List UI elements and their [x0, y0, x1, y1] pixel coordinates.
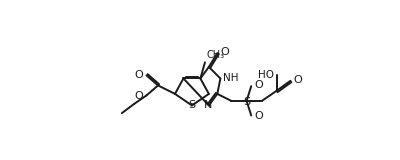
Text: O: O: [135, 70, 144, 80]
Text: O: O: [254, 111, 263, 121]
Text: O: O: [254, 80, 263, 90]
Text: NH: NH: [223, 73, 238, 84]
Text: S: S: [243, 97, 250, 107]
Text: O: O: [135, 91, 144, 101]
Text: S: S: [188, 100, 196, 110]
Text: CH₃: CH₃: [206, 50, 225, 60]
Text: HO: HO: [258, 70, 274, 80]
Text: O: O: [294, 75, 302, 85]
Text: O: O: [220, 47, 229, 57]
Text: N: N: [204, 100, 212, 110]
